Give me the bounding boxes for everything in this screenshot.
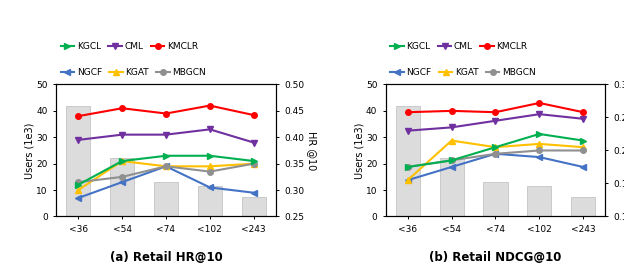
Bar [66,106,90,216]
Bar [396,106,420,216]
Bar [527,186,552,216]
Bar [241,197,266,216]
Y-axis label: HR @10: HR @10 [307,131,317,170]
Bar [198,186,222,216]
Legend: KGCL, CML, KMCLR: KGCL, CML, KMCLR [61,42,198,51]
Y-axis label: Users (1e3): Users (1e3) [354,122,364,179]
Bar [484,182,507,216]
Y-axis label: Users (1e3): Users (1e3) [25,122,35,179]
Legend: KGCL, CML, KMCLR: KGCL, CML, KMCLR [390,42,527,51]
Title: (a) Retail HR@10: (a) Retail HR@10 [110,251,222,264]
Bar [439,158,464,216]
Bar [154,182,178,216]
Bar [110,158,134,216]
Bar [571,197,595,216]
Title: (b) Retail NDCG@10: (b) Retail NDCG@10 [429,251,562,264]
